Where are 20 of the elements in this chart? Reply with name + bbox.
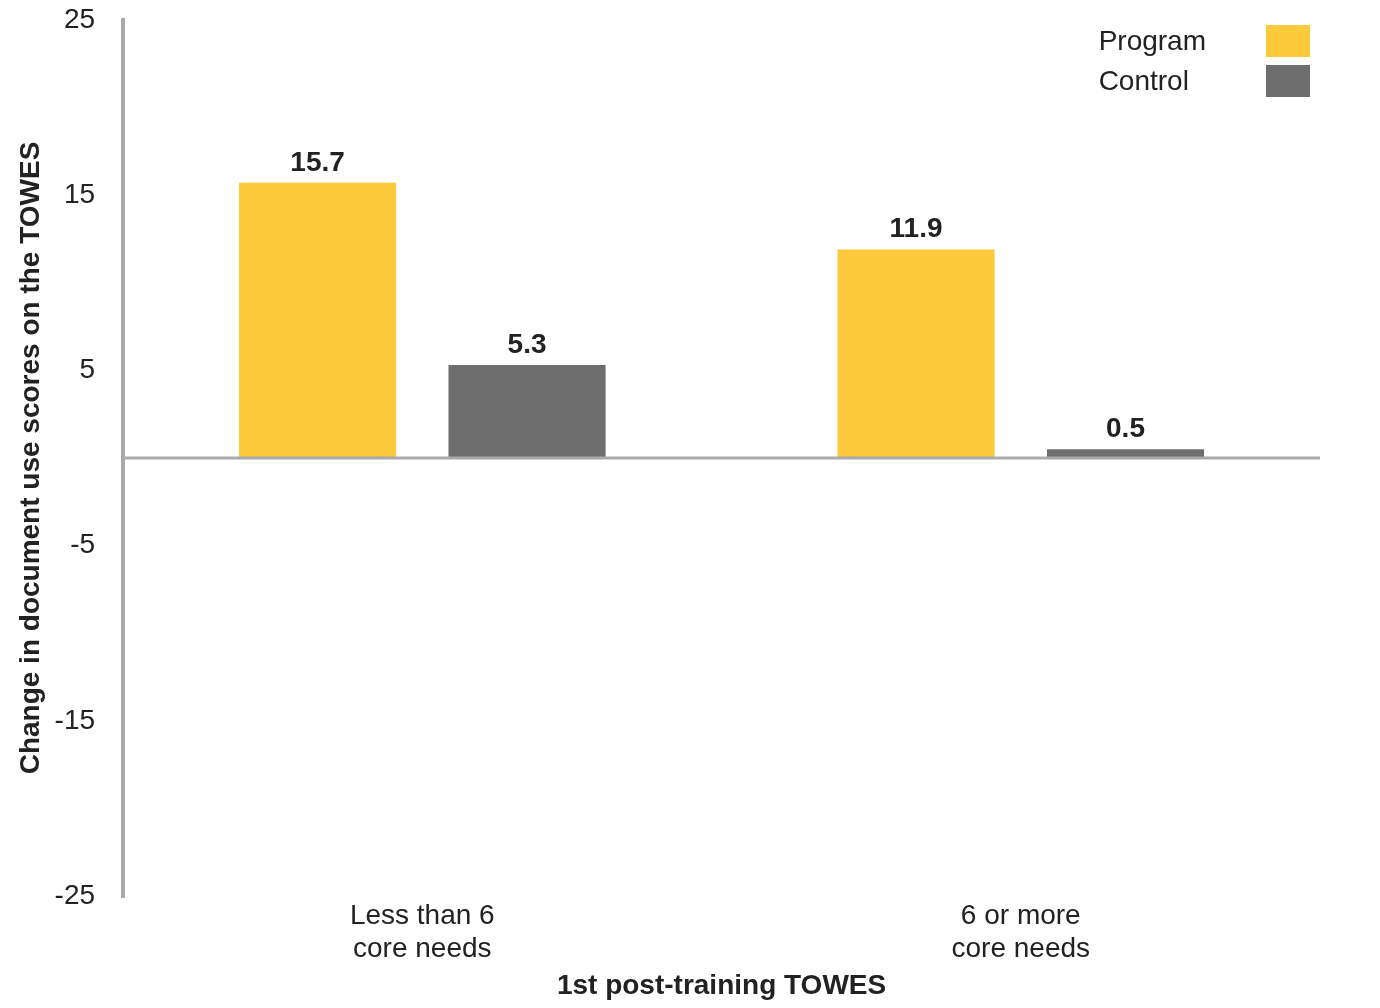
data-label: 11.9 bbox=[889, 212, 943, 244]
bar bbox=[239, 182, 397, 458]
x-tick-label: Less than 6 core needs bbox=[349, 898, 495, 964]
y-tick-label: 15 bbox=[63, 177, 96, 209]
x-axis-title: 1st post-training TOWES bbox=[556, 968, 887, 1000]
x-tick-label: 6 or more core needs bbox=[951, 898, 1091, 964]
bar bbox=[837, 249, 995, 458]
y-tick-label: -5 bbox=[70, 528, 96, 560]
y-tick-label: 25 bbox=[63, 2, 96, 34]
text: Control bbox=[1098, 64, 1189, 97]
data-label: 0.5 bbox=[1106, 411, 1145, 443]
legend-label: Program bbox=[1098, 24, 1206, 57]
y-tick-label: -15 bbox=[54, 703, 96, 735]
y-tick-label: -25 bbox=[54, 878, 96, 910]
data-label: 15.7 bbox=[290, 145, 345, 177]
y-axis-title: Change in document use scores on the TOWES bbox=[13, 141, 45, 775]
bar bbox=[448, 365, 606, 458]
data-label: 5.3 bbox=[507, 327, 547, 359]
bar bbox=[1046, 449, 1205, 458]
y-tick-label: 5 bbox=[79, 353, 96, 385]
